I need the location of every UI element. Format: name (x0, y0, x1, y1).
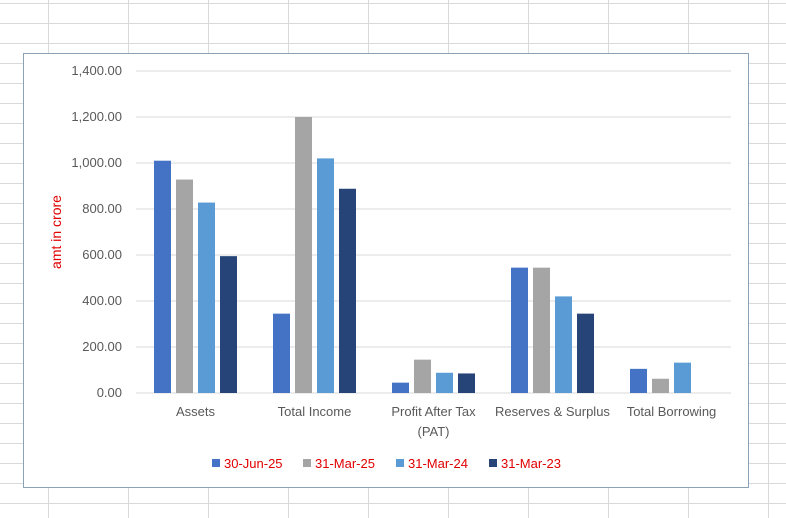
y-tick-label: 1,000.00 (71, 155, 122, 170)
y-tick-label: 800.00 (82, 201, 122, 216)
legend-label: 30-Jun-25 (224, 456, 283, 471)
bar (414, 359, 431, 393)
legend-label: 31-Mar-23 (501, 456, 561, 471)
y-tick-label: 0.00 (97, 385, 122, 400)
legend-swatch (212, 459, 220, 467)
bar (176, 179, 193, 393)
bar (339, 188, 356, 393)
bar (652, 378, 669, 393)
legend: 30-Jun-25 31-Mar-25 31-Mar-24 31-Mar-23 (212, 456, 561, 471)
bar (273, 313, 290, 393)
y-tick-label: 1,400.00 (71, 63, 122, 78)
bar (533, 267, 550, 393)
legend-swatch (396, 459, 404, 467)
bar (555, 296, 572, 393)
bar (154, 160, 171, 393)
legend-swatch (489, 459, 497, 467)
y-axis-label: amt in crore (48, 195, 64, 269)
legend-swatch (303, 459, 311, 467)
x-axis-categories: Assets Total Income Profit After Tax (PAT) R… (176, 404, 716, 439)
x-category-label: (PAT) (417, 424, 449, 439)
bar (511, 267, 528, 393)
y-tick-label: 1,200.00 (71, 109, 122, 124)
bar (220, 256, 237, 393)
bar (198, 202, 215, 393)
legend-label: 31-Mar-24 (408, 456, 468, 471)
bar-chart: 0.00 200.00 400.00 600.00 800.00 1,000.00 1,20… (48, 63, 731, 471)
chart-area: 0.00 200.00 400.00 600.00 800.00 1,000.00 1,20… (23, 53, 749, 488)
bars (154, 117, 691, 393)
x-category-label: Total Income (278, 404, 352, 419)
x-category-label: Reserves & Surplus (495, 404, 610, 419)
x-category-label: Profit After Tax (391, 404, 476, 419)
y-tick-label: 200.00 (82, 339, 122, 354)
legend-label: 31-Mar-25 (315, 456, 375, 471)
bar (674, 362, 691, 393)
bar (630, 368, 647, 393)
bar (317, 158, 334, 393)
bar (577, 313, 594, 393)
x-category-label: Assets (176, 404, 216, 419)
bar (392, 382, 409, 393)
bar (458, 373, 475, 393)
bar (295, 117, 312, 393)
y-axis-ticks: 0.00 200.00 400.00 600.00 800.00 1,000.00 1,20… (71, 63, 122, 400)
y-tick-label: 400.00 (82, 293, 122, 308)
x-category-label: Total Borrowing (627, 404, 717, 419)
y-tick-label: 600.00 (82, 247, 122, 262)
bar (436, 372, 453, 393)
